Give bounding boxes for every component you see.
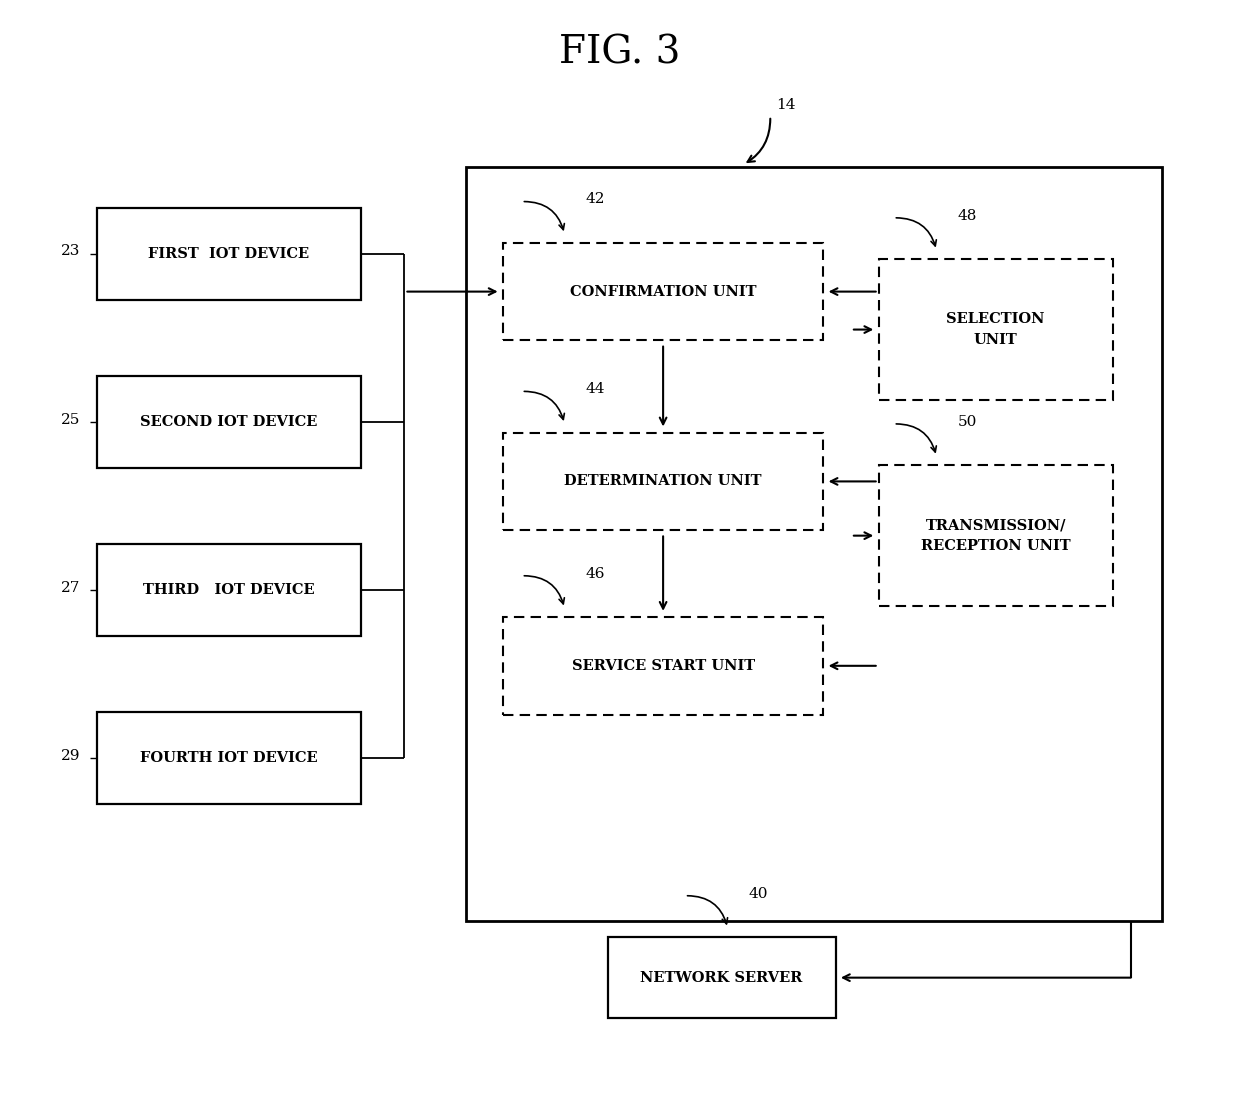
Text: SERVICE START UNIT: SERVICE START UNIT bbox=[572, 659, 755, 673]
Bar bbox=[97, 712, 361, 804]
Bar bbox=[503, 243, 823, 340]
Bar bbox=[503, 618, 823, 715]
Bar bbox=[97, 544, 361, 636]
Bar bbox=[503, 433, 823, 530]
Text: 40: 40 bbox=[749, 886, 769, 901]
Text: SELECTION
UNIT: SELECTION UNIT bbox=[946, 313, 1045, 346]
Text: FOURTH IOT DEVICE: FOURTH IOT DEVICE bbox=[140, 751, 317, 765]
Text: DETERMINATION UNIT: DETERMINATION UNIT bbox=[564, 474, 761, 489]
Text: 48: 48 bbox=[957, 209, 977, 223]
Bar bbox=[879, 466, 1112, 607]
Text: 14: 14 bbox=[776, 98, 796, 113]
Bar bbox=[97, 208, 361, 299]
Text: 25: 25 bbox=[61, 412, 81, 426]
Text: 44: 44 bbox=[585, 383, 605, 397]
Text: 29: 29 bbox=[61, 749, 81, 763]
Bar bbox=[608, 937, 836, 1019]
Text: FIRST  IOT DEVICE: FIRST IOT DEVICE bbox=[149, 247, 310, 260]
Text: SECOND IOT DEVICE: SECOND IOT DEVICE bbox=[140, 414, 317, 428]
Bar bbox=[879, 259, 1112, 400]
Bar bbox=[466, 167, 1162, 920]
Text: TRANSMISSION/
RECEPTION UNIT: TRANSMISSION/ RECEPTION UNIT bbox=[921, 518, 1070, 553]
Text: 23: 23 bbox=[61, 245, 81, 258]
Text: NETWORK SERVER: NETWORK SERVER bbox=[640, 971, 802, 985]
Text: 27: 27 bbox=[61, 580, 81, 595]
Text: 42: 42 bbox=[585, 192, 605, 207]
Text: 50: 50 bbox=[957, 414, 977, 428]
Bar bbox=[97, 376, 361, 468]
Text: CONFIRMATION UNIT: CONFIRMATION UNIT bbox=[570, 284, 756, 298]
Text: FIG. 3: FIG. 3 bbox=[559, 35, 681, 71]
Text: THIRD   IOT DEVICE: THIRD IOT DEVICE bbox=[143, 583, 315, 597]
Text: 46: 46 bbox=[585, 566, 605, 580]
